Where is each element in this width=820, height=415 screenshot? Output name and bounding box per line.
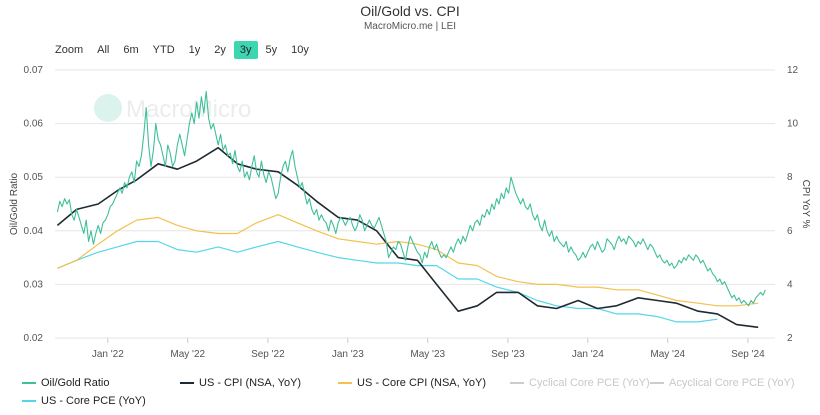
- legend-item-acyclical-core-pce[interactable]: Acyclical Core PCE (YoY): [650, 377, 795, 389]
- legend-item-core-cpi[interactable]: US - Core CPI (NSA, YoY): [338, 377, 510, 389]
- y-left-tick-label: 0.04: [24, 226, 44, 237]
- y-right-tick-label: 8: [787, 172, 793, 183]
- zoom-bar: Zoom All 6m YTD 1y 2y 3y 5y 10y: [55, 41, 315, 59]
- y-right-tick-label: 2: [787, 333, 793, 344]
- x-tick-label: Sep '23: [491, 349, 525, 360]
- x-tick-label: Jan '22: [92, 349, 124, 360]
- x-tick-label: Jan '24: [572, 349, 604, 360]
- legend-label: Oil/Gold Ratio: [41, 377, 110, 389]
- watermark-logo-icon: [94, 94, 122, 122]
- x-tick-label: Sep '24: [731, 349, 765, 360]
- series-line-us-core-pce-yoy: [57, 240, 718, 323]
- zoom-3y-button[interactable]: 3y: [233, 41, 258, 59]
- series-line-oil-gold-ratio: [56, 90, 766, 307]
- zoom-2y-button[interactable]: 2y: [214, 44, 226, 56]
- legend-label: Cyclical Core PCE (YoY): [529, 377, 650, 389]
- y-right-tick-label: 4: [787, 279, 793, 290]
- legend-item-cpi[interactable]: US - CPI (NSA, YoY): [180, 377, 338, 389]
- zoom-5y-button[interactable]: 5y: [265, 44, 278, 56]
- y-left-tick-label: 0.06: [24, 119, 44, 130]
- zoom-ytd-button[interactable]: YTD: [152, 44, 175, 56]
- legend-swatch: [650, 382, 664, 384]
- legend-item-core-pce[interactable]: US - Core PCE (YoY): [22, 395, 146, 407]
- chart-title: Oil/Gold vs. CPI: [360, 3, 460, 19]
- y-right-tick-label: 12: [787, 65, 799, 76]
- legend-label: Acyclical Core PCE (YoY): [669, 377, 795, 389]
- zoom-10y-button[interactable]: 10y: [291, 44, 309, 56]
- legend-label: US - Core PCE (YoY): [41, 395, 146, 407]
- y-right-tick-label: 6: [787, 226, 793, 237]
- legend-label: US - Core CPI (NSA, YoY): [357, 377, 486, 389]
- legend-swatch: [180, 382, 194, 384]
- x-tick-label: May '22: [170, 349, 205, 360]
- y-left-axis-title: Oil/Gold Ratio: [9, 172, 20, 235]
- legend-swatch: [338, 382, 352, 384]
- y-left-tick-label: 0.03: [24, 279, 44, 290]
- zoom-label: Zoom: [55, 44, 84, 56]
- chart-subtitle: MacroMicro.me | LEI: [363, 21, 457, 32]
- series-line-us-core-cpi-nsa-yoy: [57, 214, 759, 307]
- watermark: MacroMicro: [94, 94, 251, 123]
- y-left-tick-label: 0.02: [24, 333, 44, 344]
- y-right-tick-label: 10: [787, 119, 799, 130]
- x-tick-label: May '23: [410, 349, 445, 360]
- x-tick-label: Jan '23: [332, 349, 364, 360]
- chart-legend: Oil/Gold Ratio US - CPI (NSA, YoY) US - …: [22, 374, 802, 410]
- zoom-all-button[interactable]: All: [97, 44, 110, 56]
- y-right-axis-title: CPI YoY %: [800, 180, 811, 229]
- y-left-tick-label: 0.07: [24, 65, 44, 76]
- y-left-tick-label: 0.05: [24, 172, 44, 183]
- x-tick-label: May '24: [650, 349, 685, 360]
- legend-label: US - CPI (NSA, YoY): [199, 377, 302, 389]
- legend-swatch: [22, 400, 36, 402]
- series-line-us-cpi-nsa-yoy: [56, 146, 759, 329]
- legend-item-oil-gold[interactable]: Oil/Gold Ratio: [22, 377, 180, 389]
- zoom-6m-button[interactable]: 6m: [123, 44, 139, 56]
- legend-swatch: [510, 382, 524, 384]
- zoom-1y-button[interactable]: 1y: [188, 44, 201, 56]
- legend-swatch: [22, 382, 36, 384]
- legend-item-cyclical-core-pce[interactable]: Cyclical Core PCE (YoY): [510, 377, 650, 389]
- chart-plot[interactable]: 0.02 0.03 0.04 0.05 0.06 0.07 2 4 6 8 10 12 Jan '22 M…: [0, 0, 820, 372]
- x-tick-label: Sep '22: [251, 349, 285, 360]
